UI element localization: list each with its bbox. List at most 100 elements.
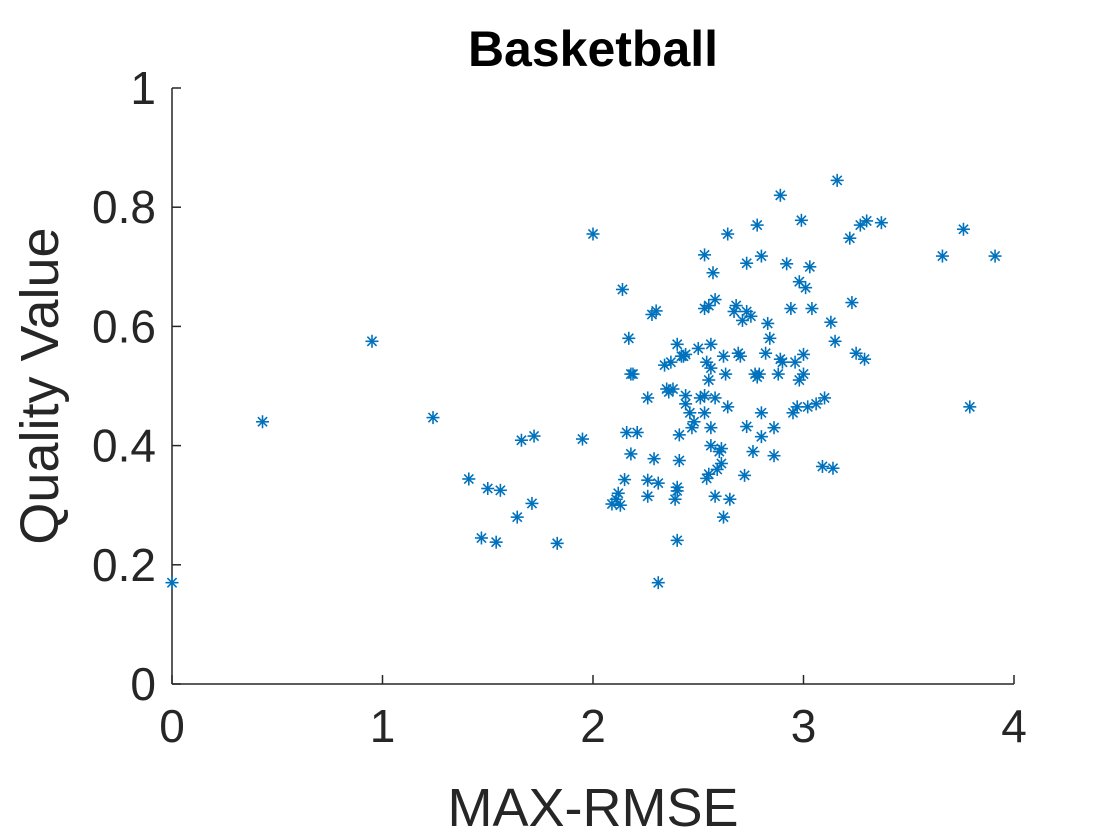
x-tick-label: 4 [1001,700,1027,752]
data-point [767,421,781,435]
data-points [165,173,1002,590]
data-point [575,432,589,446]
data-point [649,304,663,318]
data-point [708,391,722,405]
data-point [613,498,627,512]
data-point [721,227,735,241]
data-point [672,428,686,442]
data-point [860,214,874,228]
data-point [702,373,716,387]
data-point [759,346,773,360]
y-tick-label: 0.2 [92,539,156,591]
x-tick-label: 3 [791,700,817,752]
y-tick-label: 0.8 [92,181,156,233]
data-point [550,536,564,550]
data-point [714,442,728,456]
data-point [775,355,789,369]
data-point [717,349,731,363]
data-point [763,331,777,345]
data-point [733,349,747,363]
data-point [426,411,440,425]
y-tick-label: 1 [130,62,156,114]
data-point [754,249,768,263]
data-point [704,421,718,435]
data-point [698,248,712,262]
data-point [750,218,764,232]
data-point [489,535,503,549]
data-point [630,425,644,439]
y-ticks: 0 0.2 0.4 0.6 0.8 1 [92,62,181,710]
data-point [963,400,977,414]
data-point [874,216,888,230]
data-point [845,296,859,310]
data-point [525,496,539,510]
data-point [740,256,754,270]
data-point [641,391,655,405]
data-point [797,367,810,381]
data-point [704,337,718,351]
data-point [805,302,819,316]
data-point [797,347,810,361]
data-point [754,430,768,444]
x-axis-label: MAX-RMSE [447,778,738,838]
data-point [664,355,678,369]
data-point [767,449,781,463]
data-point [670,337,684,351]
data-point [799,281,813,295]
data-point [618,473,632,487]
data-point [622,331,636,345]
data-point [803,260,817,274]
data-point [668,492,682,506]
data-point [641,473,655,487]
data-point [620,425,634,439]
data-point [698,406,712,420]
x-tick-label: 0 [159,700,185,752]
data-point [788,355,802,369]
data-point [721,400,735,414]
data-point [647,452,661,466]
data-point [853,218,867,232]
data-point [586,227,600,241]
data-point [611,486,625,500]
data-point [771,367,785,381]
data-point [626,367,640,381]
data-point [683,406,697,420]
data-point [740,420,754,434]
data-point [830,173,844,187]
data-point [818,391,832,405]
data-point [809,397,823,411]
data-point [679,347,693,361]
data-point [670,533,684,547]
data-point [784,302,798,316]
data-point [691,341,705,355]
data-point [754,406,768,420]
y-tick-label: 0.6 [92,300,156,352]
data-point [826,461,840,475]
data-point [700,471,714,485]
data-point [935,249,949,263]
data-point [824,315,838,329]
data-point [481,482,495,496]
data-point [708,489,722,503]
data-point [719,367,733,381]
data-point [514,433,528,447]
data-point [474,531,488,545]
data-point [462,472,476,486]
data-point [493,483,507,497]
data-point [792,275,806,289]
data-point [672,454,686,467]
data-point [704,439,718,453]
data-point [714,456,728,470]
data-point [641,489,655,503]
data-point [651,576,665,590]
data-point [256,415,270,429]
x-tick-label: 1 [370,700,396,752]
data-point [746,445,760,459]
data-point [729,299,743,313]
data-point [717,510,731,524]
data-point [702,467,716,481]
data-point [706,266,720,280]
x-tick-label: 2 [580,700,606,752]
data-point [510,510,524,524]
